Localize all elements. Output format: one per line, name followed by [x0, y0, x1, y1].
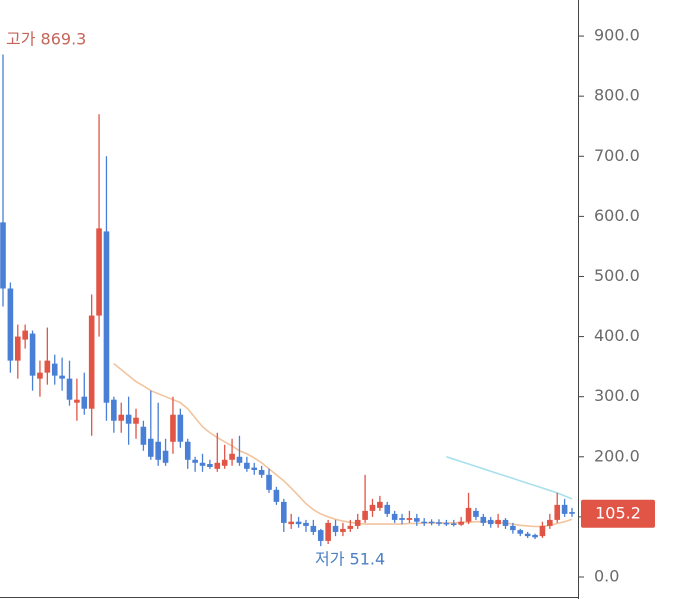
candle-body: [214, 462, 221, 469]
candle-body: [487, 519, 494, 525]
candle-body: [354, 519, 361, 526]
candle-body: [281, 501, 287, 523]
candle-body: [443, 522, 450, 525]
candle-body: [288, 521, 294, 525]
candle-body: [406, 518, 413, 520]
candle-body: [37, 372, 43, 379]
candle-body: [74, 399, 80, 403]
candle-body: [458, 521, 464, 525]
candle-body: [29, 333, 36, 376]
candle-body: [414, 518, 420, 522]
candle-body: [436, 522, 442, 524]
candle-body: [81, 396, 88, 409]
candle-body: [502, 519, 509, 526]
candle-body: [66, 378, 73, 400]
candle-body: [517, 530, 524, 534]
y-tick-label: 0.0: [594, 566, 619, 585]
candle-body: [325, 522, 331, 541]
candle-body: [532, 534, 538, 538]
candle-body: [147, 438, 154, 457]
candle-body: [495, 519, 501, 525]
candle-body: [561, 504, 568, 514]
candle-body: [317, 530, 324, 541]
candle-body: [450, 523, 457, 526]
candle-body: [539, 525, 546, 537]
candle-body: [88, 315, 95, 409]
candle-body: [184, 441, 191, 460]
candle-body: [473, 510, 479, 517]
candle-body: [170, 414, 176, 442]
y-tick-label: 400.0: [594, 326, 640, 345]
candle-body: [44, 360, 51, 373]
candle-body: [465, 507, 472, 522]
moving-average-line: [446, 456, 573, 500]
candle-body: [103, 231, 110, 403]
candle-body: [391, 513, 398, 520]
candle-body: [207, 464, 213, 468]
candle-body: [347, 525, 354, 529]
candle-body: [332, 525, 339, 532]
candle-body: [14, 336, 21, 361]
candle-body: [221, 459, 228, 466]
y-tick-label: 300.0: [594, 386, 640, 405]
y-tick-label: 200.0: [594, 446, 640, 465]
candle-body: [258, 470, 265, 475]
candle-body: [192, 459, 198, 463]
candle-body: [125, 414, 132, 424]
candle-body: [162, 450, 169, 463]
candle-body: [310, 525, 317, 532]
candle-body: [399, 518, 405, 520]
y-tick-label: 500.0: [594, 266, 640, 285]
candle-body: [0, 222, 6, 289]
candle-body: [133, 417, 139, 424]
candle-body: [177, 414, 184, 442]
candle-body: [51, 363, 58, 376]
y-tick-label: 800.0: [594, 86, 640, 105]
candle-body: [22, 330, 28, 340]
candle-body: [547, 519, 553, 526]
last-price-label: 105.2: [595, 503, 641, 522]
candle-body: [118, 414, 125, 421]
candle-body: [340, 528, 346, 532]
candle-body: [140, 426, 147, 445]
candle-body: [229, 453, 235, 460]
candle-body: [480, 516, 487, 523]
candle-body: [59, 375, 65, 379]
moving-average-line: [113, 363, 573, 528]
candle-body: [199, 462, 206, 466]
candle-body: [96, 228, 102, 316]
candle-body: [524, 533, 531, 537]
candle-body: [236, 456, 243, 463]
high-annotation: 고가 869.3: [6, 30, 86, 49]
candle-body: [266, 474, 272, 490]
y-tick-label: 600.0: [594, 206, 640, 225]
candle-body: [362, 510, 368, 520]
candle-body: [295, 521, 302, 525]
candle-body: [155, 441, 161, 460]
candle-body: [384, 504, 391, 514]
candle-body: [377, 501, 383, 508]
y-tick-label: 700.0: [594, 146, 640, 165]
candle-body: [273, 489, 280, 502]
candle-body: [510, 525, 516, 531]
candle-body: [569, 512, 575, 514]
candle-body: [421, 521, 428, 524]
candle-body: [244, 462, 250, 469]
y-tick-label: 900.0: [594, 26, 640, 45]
last-price-tag: [581, 499, 655, 528]
candle-body: [303, 522, 309, 526]
candle-body: [7, 288, 14, 361]
candle-body: [554, 504, 561, 520]
low-annotation: 저가 51.4: [315, 550, 385, 569]
candle-body: [111, 399, 117, 421]
candle-body: [369, 504, 376, 511]
candle-body: [428, 521, 435, 524]
candle-body: [251, 467, 258, 471]
